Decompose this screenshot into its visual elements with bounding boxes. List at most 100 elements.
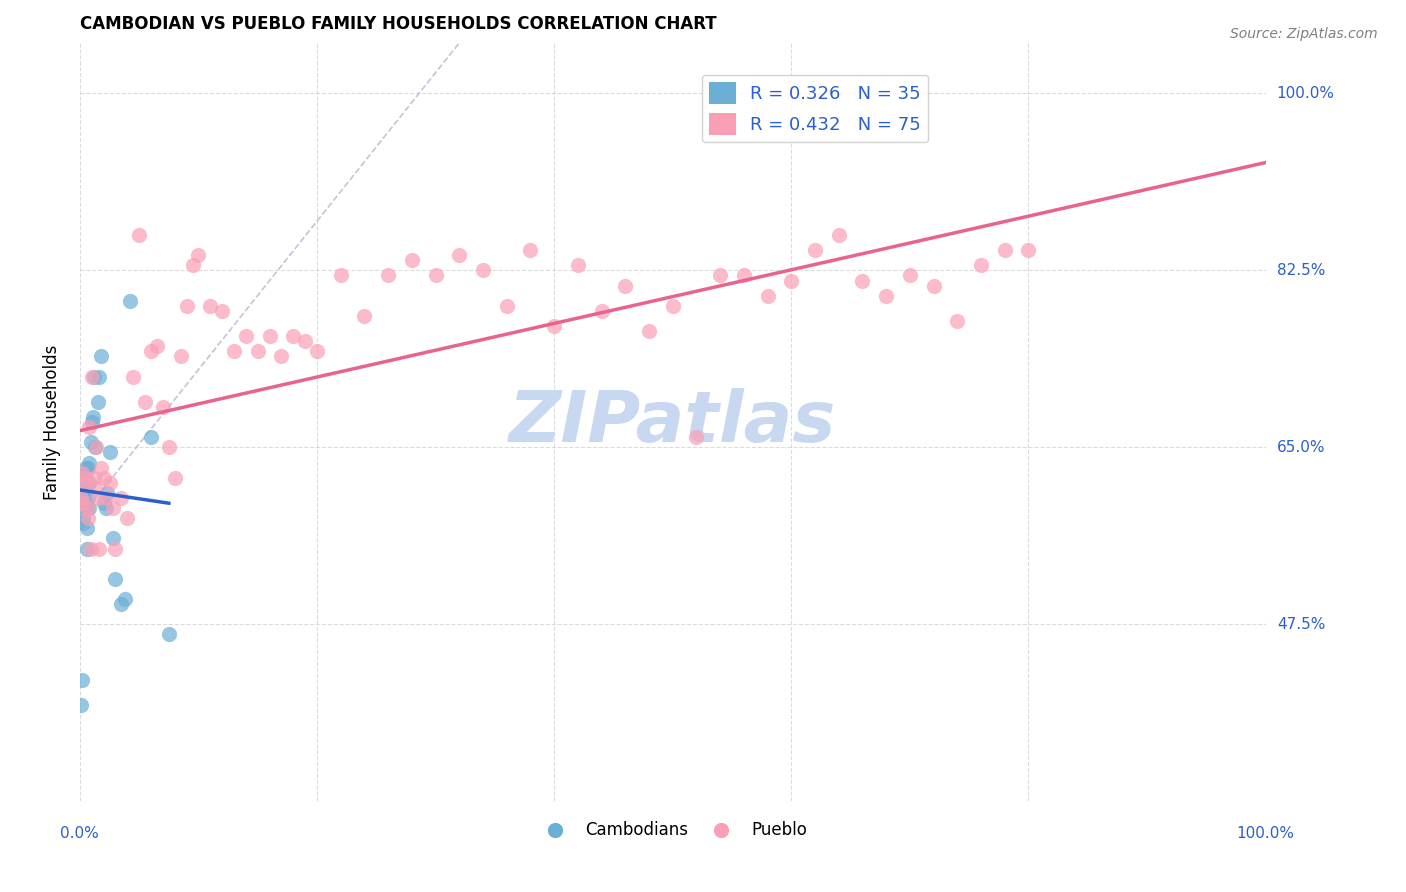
Point	[157, 441, 180, 455]
Point	[685, 430, 707, 444]
Point	[110, 491, 132, 505]
Point	[638, 324, 661, 338]
Point	[181, 258, 204, 272]
Point	[128, 227, 150, 242]
Point	[77, 491, 100, 505]
Point	[72, 516, 94, 531]
Point	[122, 369, 145, 384]
Point	[898, 268, 921, 283]
Point	[329, 268, 352, 283]
Point	[75, 501, 97, 516]
Legend: Cambodians, Pueblo: Cambodians, Pueblo	[531, 814, 814, 847]
Point	[139, 344, 162, 359]
Point	[733, 268, 755, 283]
Point	[77, 511, 100, 525]
Point	[70, 491, 93, 505]
Point	[946, 314, 969, 328]
Point	[79, 456, 101, 470]
Point	[851, 273, 873, 287]
Point	[235, 329, 257, 343]
Point	[139, 430, 162, 444]
Point	[104, 541, 127, 556]
Point	[114, 592, 136, 607]
Point	[283, 329, 305, 343]
Point	[76, 521, 98, 535]
Point	[84, 441, 107, 455]
Point	[875, 289, 897, 303]
Text: 100.0%: 100.0%	[1277, 86, 1334, 101]
Point	[401, 253, 423, 268]
Point	[377, 268, 399, 283]
Point	[82, 410, 104, 425]
Point	[591, 304, 613, 318]
Point	[211, 304, 233, 318]
Point	[519, 243, 541, 257]
Point	[294, 334, 316, 349]
Point	[80, 369, 103, 384]
Text: CAMBODIAN VS PUEBLO FAMILY HOUSEHOLDS CORRELATION CHART: CAMBODIAN VS PUEBLO FAMILY HOUSEHOLDS CO…	[80, 15, 717, 33]
Point	[187, 248, 209, 262]
Text: ZIPatlas: ZIPatlas	[509, 388, 837, 457]
Point	[94, 491, 117, 505]
Text: 65.0%: 65.0%	[1277, 440, 1326, 455]
Point	[87, 541, 110, 556]
Point	[270, 350, 292, 364]
Point	[152, 400, 174, 414]
Point	[77, 460, 100, 475]
Point	[70, 673, 93, 687]
Point	[75, 460, 97, 475]
Point	[86, 491, 108, 505]
Point	[75, 481, 97, 495]
Point	[134, 395, 156, 409]
Point	[90, 460, 112, 475]
Point	[101, 532, 124, 546]
Point	[72, 511, 94, 525]
Point	[76, 501, 98, 516]
Text: 100.0%: 100.0%	[1237, 826, 1295, 841]
Point	[104, 572, 127, 586]
Point	[259, 329, 281, 343]
Y-axis label: Family Households: Family Households	[44, 344, 60, 500]
Point	[98, 445, 121, 459]
Point	[98, 475, 121, 490]
Point	[157, 627, 180, 641]
Point	[176, 299, 198, 313]
Text: 47.5%: 47.5%	[1277, 617, 1324, 632]
Point	[804, 243, 827, 257]
Point	[83, 471, 105, 485]
Point	[756, 289, 779, 303]
Point	[93, 471, 115, 485]
Point	[79, 475, 101, 490]
Point	[73, 471, 96, 485]
Point	[73, 491, 96, 505]
Point	[922, 278, 945, 293]
Point	[709, 268, 731, 283]
Point	[994, 243, 1017, 257]
Point	[72, 496, 94, 510]
Point	[543, 319, 565, 334]
Point	[86, 395, 108, 409]
Point	[96, 486, 118, 500]
Point	[79, 541, 101, 556]
Point	[87, 369, 110, 384]
Point	[200, 299, 222, 313]
Point	[75, 471, 97, 485]
Point	[425, 268, 447, 283]
Point	[80, 415, 103, 429]
Point	[110, 597, 132, 611]
Point	[79, 420, 101, 434]
Point	[780, 273, 803, 287]
Point	[70, 466, 93, 480]
Point	[661, 299, 683, 313]
Text: 0.0%: 0.0%	[60, 826, 100, 841]
Point	[86, 441, 108, 455]
Point	[305, 344, 328, 359]
Point	[449, 248, 471, 262]
Point	[79, 501, 101, 516]
Point	[73, 475, 96, 490]
Point	[1018, 243, 1040, 257]
Point	[93, 496, 115, 510]
Point	[101, 501, 124, 516]
Point	[90, 350, 112, 364]
Point	[163, 471, 186, 485]
